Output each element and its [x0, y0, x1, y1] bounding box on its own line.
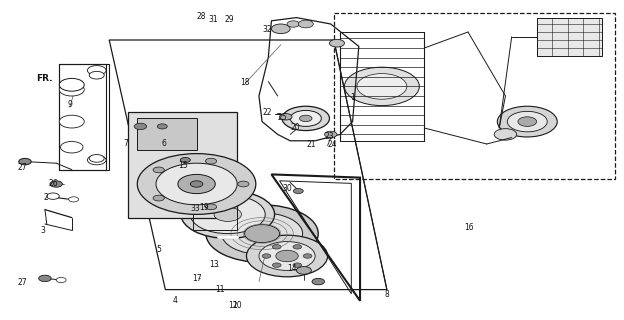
Circle shape: [50, 181, 62, 187]
Circle shape: [298, 20, 313, 28]
Text: 29: 29: [225, 15, 235, 24]
Circle shape: [178, 174, 215, 194]
Circle shape: [497, 106, 557, 137]
Circle shape: [56, 277, 66, 283]
Circle shape: [303, 254, 312, 258]
Circle shape: [262, 254, 271, 258]
Text: 26: 26: [49, 179, 59, 188]
Text: 6: 6: [161, 140, 166, 148]
Text: 30: 30: [283, 184, 293, 193]
Circle shape: [222, 213, 303, 254]
Bar: [193, 202, 237, 230]
Text: 10: 10: [232, 301, 242, 310]
Text: 16: 16: [464, 223, 474, 232]
Text: 14: 14: [287, 264, 297, 273]
Circle shape: [324, 131, 337, 138]
Circle shape: [329, 39, 344, 47]
Circle shape: [273, 263, 281, 268]
Text: 1: 1: [350, 93, 355, 102]
Circle shape: [357, 74, 407, 99]
Circle shape: [89, 155, 104, 162]
Circle shape: [190, 181, 203, 187]
Circle shape: [190, 195, 265, 234]
Circle shape: [156, 163, 237, 205]
Circle shape: [296, 267, 311, 274]
Text: 15: 15: [178, 161, 188, 170]
Text: 28: 28: [197, 12, 207, 21]
Text: 24: 24: [327, 140, 337, 149]
Text: 9: 9: [67, 100, 72, 109]
Text: 7: 7: [124, 140, 129, 148]
Text: 27: 27: [17, 278, 27, 287]
FancyBboxPatch shape: [128, 112, 237, 218]
Circle shape: [153, 167, 164, 173]
Circle shape: [206, 205, 318, 262]
Text: 19: 19: [199, 203, 209, 212]
Circle shape: [276, 250, 298, 262]
Circle shape: [39, 275, 51, 282]
Circle shape: [205, 204, 217, 210]
Circle shape: [59, 78, 84, 91]
Circle shape: [293, 188, 303, 194]
Circle shape: [214, 207, 241, 221]
Circle shape: [245, 225, 280, 243]
Text: 5: 5: [157, 245, 162, 254]
Bar: [334, 13, 615, 179]
Text: 3: 3: [40, 226, 45, 235]
Circle shape: [61, 141, 83, 153]
Circle shape: [180, 157, 190, 163]
Circle shape: [290, 110, 321, 126]
Circle shape: [312, 278, 324, 285]
Circle shape: [89, 71, 104, 79]
Text: 27: 27: [17, 163, 27, 172]
Circle shape: [47, 193, 59, 199]
Circle shape: [181, 190, 275, 238]
Circle shape: [87, 155, 106, 165]
Circle shape: [87, 66, 106, 75]
Text: 17: 17: [192, 274, 202, 283]
Text: 18: 18: [240, 78, 250, 87]
Circle shape: [19, 158, 31, 165]
Circle shape: [300, 115, 312, 122]
Circle shape: [293, 244, 302, 249]
Circle shape: [238, 181, 249, 187]
Text: 4: 4: [172, 296, 177, 305]
Text: 32: 32: [262, 25, 272, 34]
Circle shape: [259, 242, 315, 270]
Circle shape: [153, 195, 164, 201]
Text: FR.: FR.: [36, 74, 52, 83]
Circle shape: [344, 67, 419, 106]
Circle shape: [271, 24, 290, 34]
Text: 13: 13: [209, 260, 219, 269]
Circle shape: [59, 115, 84, 128]
FancyBboxPatch shape: [137, 118, 197, 150]
Text: 12: 12: [228, 301, 238, 310]
Circle shape: [246, 235, 328, 277]
Circle shape: [69, 197, 79, 202]
Text: 2: 2: [43, 193, 48, 202]
Text: 21: 21: [306, 140, 316, 149]
Text: 25: 25: [278, 113, 288, 122]
Circle shape: [157, 124, 167, 129]
Circle shape: [205, 158, 217, 164]
Text: 31: 31: [208, 15, 218, 24]
Text: 22: 22: [262, 108, 272, 117]
Text: 33: 33: [190, 204, 200, 213]
Circle shape: [518, 117, 537, 126]
Circle shape: [59, 83, 84, 96]
Text: 20: 20: [290, 123, 300, 132]
Circle shape: [507, 111, 547, 132]
Circle shape: [273, 244, 281, 249]
Text: 8: 8: [384, 290, 389, 299]
Circle shape: [293, 263, 302, 268]
Bar: [537, 18, 602, 56]
Circle shape: [287, 21, 300, 27]
Text: 11: 11: [215, 285, 225, 294]
Circle shape: [494, 129, 517, 140]
Text: 23: 23: [324, 132, 334, 141]
Circle shape: [282, 106, 329, 131]
Circle shape: [137, 154, 256, 214]
Circle shape: [134, 123, 147, 130]
Circle shape: [280, 114, 292, 120]
